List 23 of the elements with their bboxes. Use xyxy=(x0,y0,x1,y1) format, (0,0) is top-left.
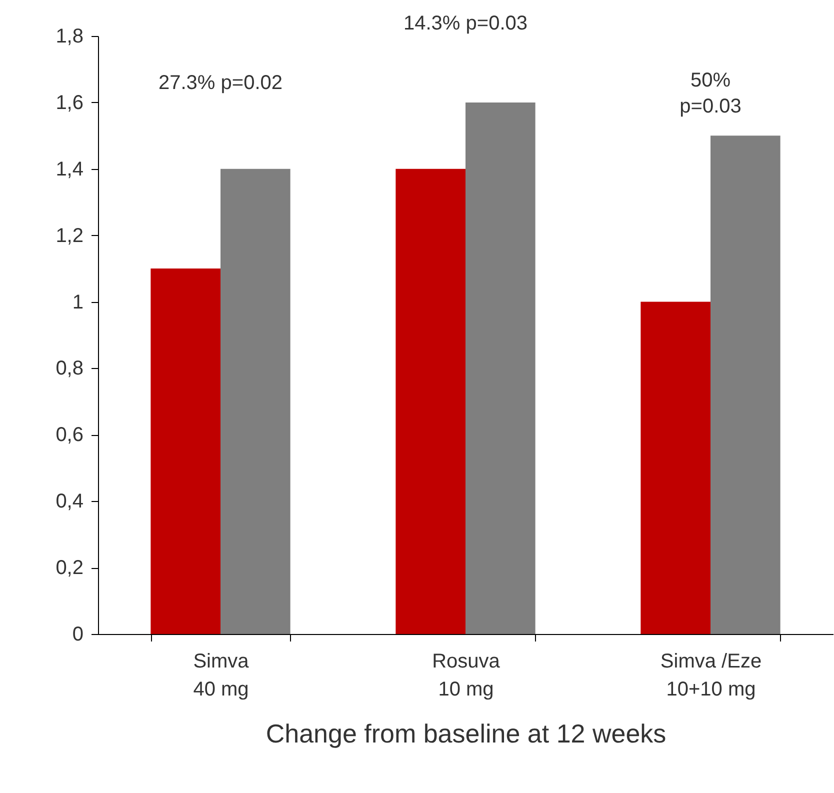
x-axis-title: Change from baseline at 12 weeks xyxy=(266,718,666,748)
y-tick-label: 1,6 xyxy=(56,92,84,114)
y-tick-label: 1 xyxy=(72,291,84,314)
y-tick-label: 0,8 xyxy=(56,358,84,380)
y-tick-label: 1,4 xyxy=(56,158,84,180)
text: 14.3% p=0.03 xyxy=(404,12,528,34)
bar xyxy=(640,302,710,634)
x-tick-label: Simva 40 mg xyxy=(193,650,250,700)
y-tick-label: 0,6 xyxy=(56,424,84,446)
bar xyxy=(466,102,536,634)
bar xyxy=(150,268,220,634)
y-tick-label: 0,2 xyxy=(56,557,84,580)
x-tick-label: Rosuva 10 mg xyxy=(432,650,501,700)
y-tick-label: 1,2 xyxy=(56,224,84,247)
y-tick-label: 0,4 xyxy=(56,490,84,513)
y-tick-label: 0 xyxy=(72,624,84,646)
annotation: 27.3% p=0.02 xyxy=(158,72,282,94)
bar xyxy=(396,168,466,634)
annotation: 50% p=0.03 xyxy=(680,70,742,118)
bar xyxy=(710,136,780,634)
x-tick-label: Simva /Eze 10+10 mg xyxy=(660,650,762,700)
bar xyxy=(220,168,290,634)
y-tick-label: 1,8 xyxy=(56,26,84,48)
